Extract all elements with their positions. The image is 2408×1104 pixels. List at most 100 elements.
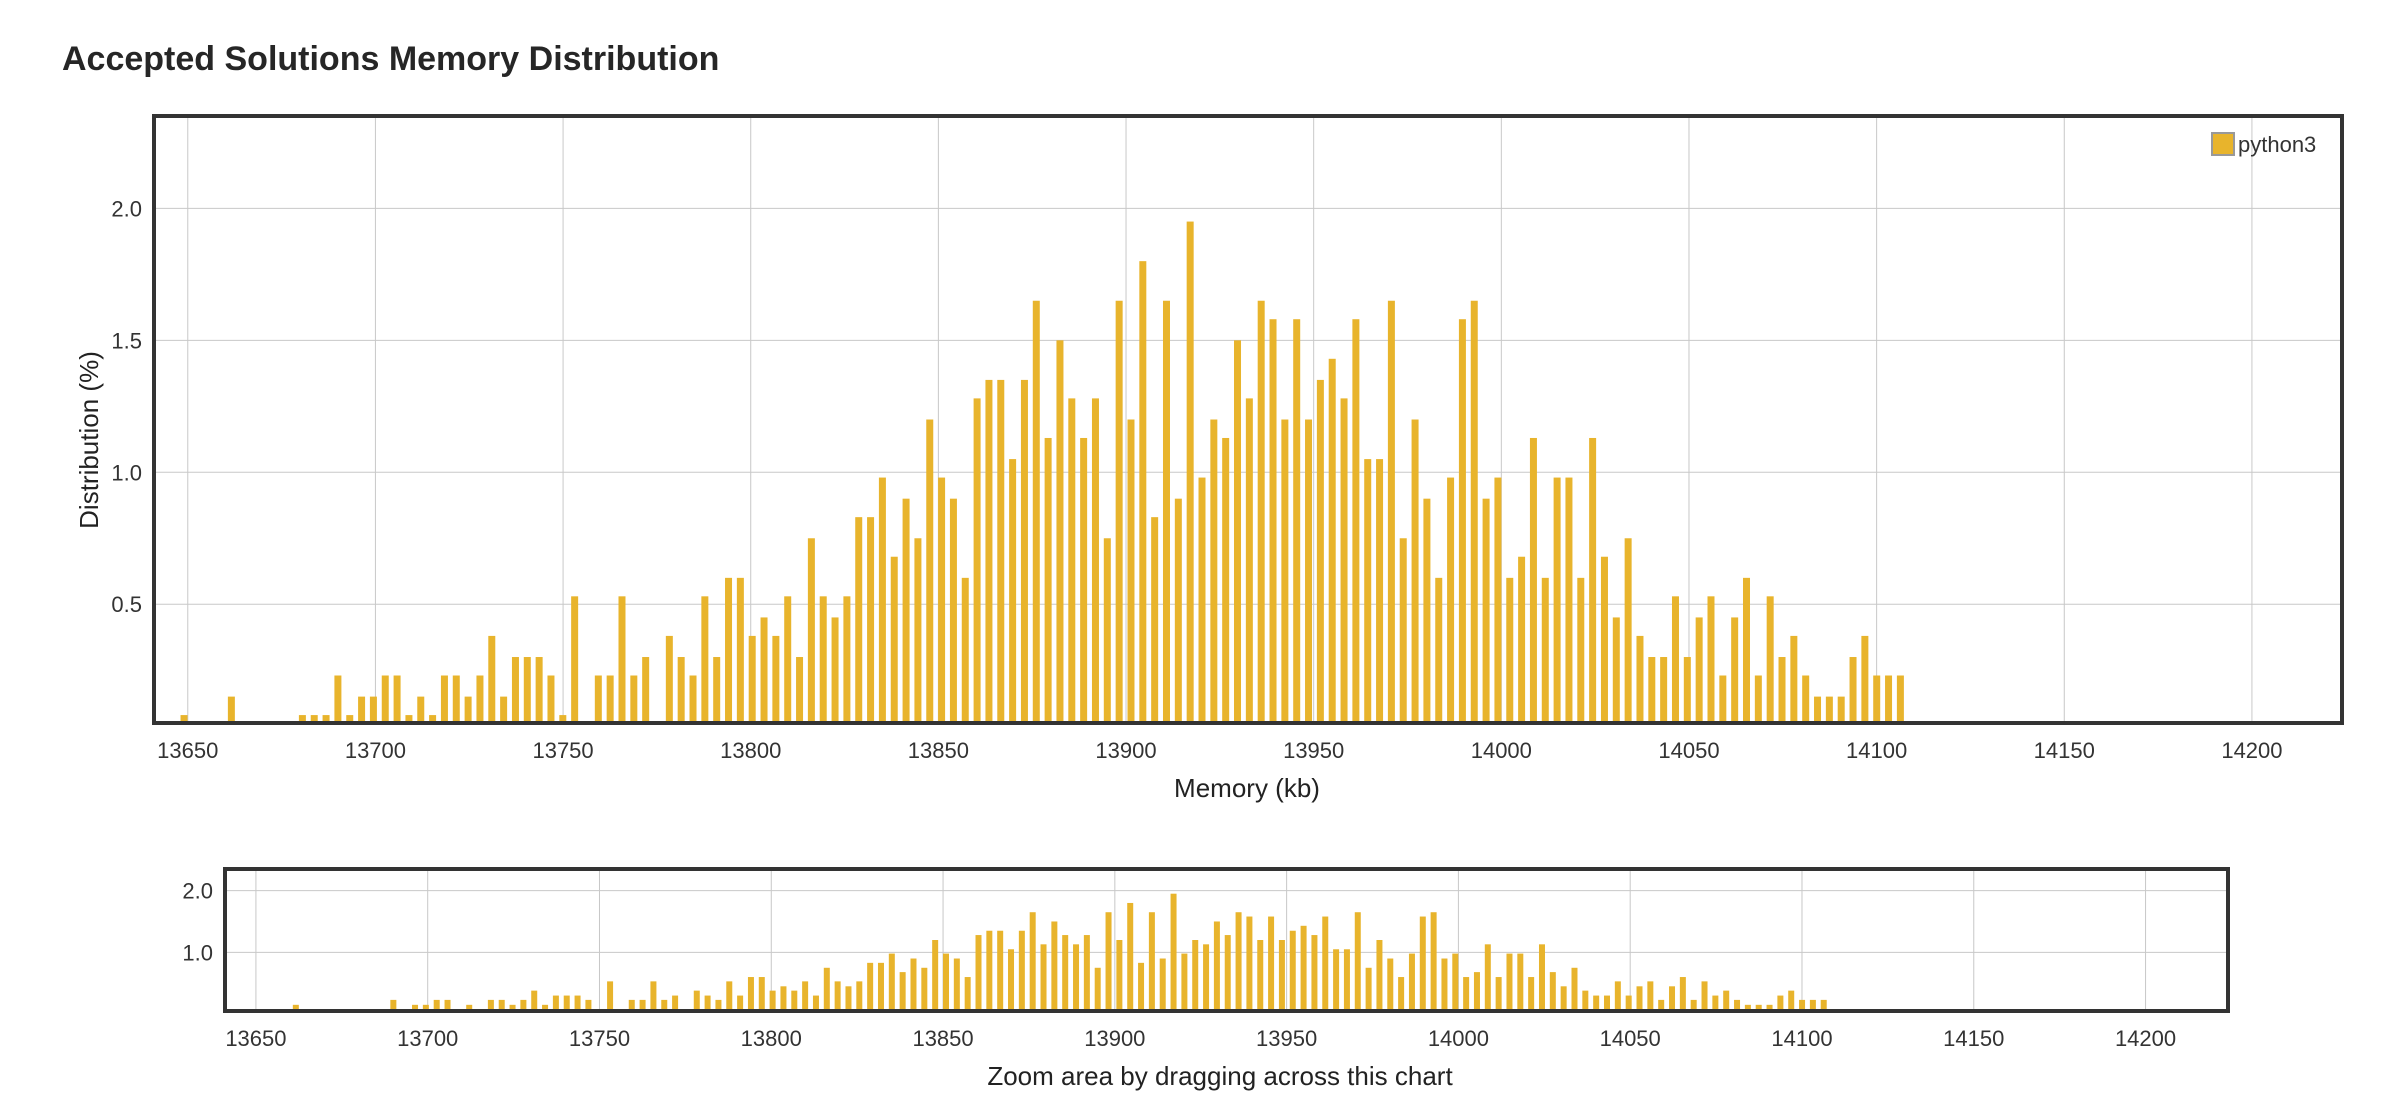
- nav-bar[interactable]: [845, 986, 852, 1011]
- main-bar[interactable]: [1352, 319, 1360, 723]
- nav-bar[interactable]: [1257, 940, 1264, 1011]
- nav-bar[interactable]: [1268, 916, 1275, 1011]
- main-bar[interactable]: [938, 477, 946, 723]
- main-bar[interactable]: [1470, 300, 1478, 723]
- main-bar[interactable]: [1624, 538, 1632, 723]
- main-bar[interactable]: [997, 379, 1005, 723]
- main-bar[interactable]: [1873, 675, 1881, 723]
- main-bar[interactable]: [1115, 300, 1123, 723]
- nav-bar[interactable]: [1148, 912, 1155, 1011]
- nav-bar[interactable]: [1376, 940, 1383, 1011]
- nav-bar[interactable]: [585, 999, 592, 1011]
- nav-bar[interactable]: [292, 1004, 299, 1011]
- nav-bar[interactable]: [639, 999, 646, 1011]
- nav-bar[interactable]: [1723, 990, 1730, 1011]
- main-bar[interactable]: [1825, 696, 1833, 723]
- main-bar[interactable]: [1447, 477, 1455, 723]
- nav-bar[interactable]: [791, 990, 798, 1011]
- main-bar[interactable]: [1423, 498, 1431, 723]
- main-bar[interactable]: [1731, 617, 1739, 723]
- main-bar[interactable]: [1009, 459, 1017, 723]
- main-bar[interactable]: [1032, 300, 1040, 723]
- nav-bar[interactable]: [1008, 949, 1015, 1011]
- nav-bar[interactable]: [1181, 953, 1188, 1011]
- main-bar[interactable]: [1068, 398, 1076, 723]
- nav-bar[interactable]: [672, 995, 679, 1011]
- main-bar[interactable]: [322, 715, 330, 723]
- main-bar[interactable]: [1139, 261, 1147, 723]
- nav-bar[interactable]: [726, 981, 733, 1011]
- nav-bar[interactable]: [1734, 999, 1741, 1011]
- nav-bar[interactable]: [1062, 935, 1069, 1011]
- nav-bar[interactable]: [812, 995, 819, 1011]
- main-bar[interactable]: [1210, 419, 1218, 724]
- nav-bar[interactable]: [1658, 999, 1665, 1011]
- nav-bar[interactable]: [520, 999, 527, 1011]
- main-bar[interactable]: [405, 715, 413, 723]
- nav-bar[interactable]: [1387, 958, 1394, 1011]
- nav-bar[interactable]: [531, 990, 538, 1011]
- nav-bar[interactable]: [1300, 925, 1307, 1011]
- main-bar[interactable]: [1364, 459, 1372, 723]
- nav-bar[interactable]: [1333, 949, 1340, 1011]
- nav-bar[interactable]: [1777, 995, 1784, 1011]
- main-bar[interactable]: [1257, 300, 1265, 723]
- main-bar[interactable]: [523, 657, 531, 723]
- main-bar[interactable]: [784, 596, 792, 723]
- main-chart[interactable]: 13650 13700 13750 13800 13850 13900 13950 14000…: [111, 114, 2344, 763]
- main-bar[interactable]: [985, 379, 993, 723]
- nav-bar[interactable]: [542, 1004, 549, 1011]
- main-bar[interactable]: [417, 696, 425, 723]
- main-bar[interactable]: [1814, 696, 1822, 723]
- nav-bar[interactable]: [444, 999, 451, 1011]
- main-bar[interactable]: [1174, 498, 1182, 723]
- nav-bar[interactable]: [715, 999, 722, 1011]
- main-bar[interactable]: [1435, 577, 1443, 723]
- main-bar[interactable]: [559, 715, 567, 723]
- nav-bar[interactable]: [1538, 944, 1545, 1011]
- nav-bar[interactable]: [552, 995, 559, 1011]
- main-bar[interactable]: [1743, 577, 1751, 723]
- nav-bar[interactable]: [1473, 972, 1480, 1011]
- nav-bar[interactable]: [975, 935, 982, 1011]
- nav-bar[interactable]: [693, 990, 700, 1011]
- nav-bar[interactable]: [1799, 999, 1806, 1011]
- main-bar[interactable]: [890, 556, 898, 723]
- main-bar[interactable]: [476, 675, 484, 723]
- nav-bar[interactable]: [780, 986, 787, 1011]
- main-bar[interactable]: [642, 657, 650, 723]
- nav-bar[interactable]: [1441, 958, 1448, 1011]
- main-bar[interactable]: [973, 398, 981, 723]
- nav-bar[interactable]: [1224, 935, 1231, 1011]
- main-bar[interactable]: [1234, 340, 1242, 723]
- nav-bar[interactable]: [1484, 944, 1491, 1011]
- nav-bar[interactable]: [1625, 995, 1632, 1011]
- nav-bar[interactable]: [650, 981, 657, 1011]
- nav-bar[interactable]: [1712, 995, 1719, 1011]
- main-bar[interactable]: [1885, 675, 1893, 723]
- nav-bar[interactable]: [1690, 999, 1697, 1011]
- main-bar[interactable]: [1529, 437, 1537, 723]
- nav-bar[interactable]: [888, 953, 895, 1011]
- main-bar[interactable]: [760, 617, 768, 723]
- nav-bar[interactable]: [1398, 977, 1405, 1011]
- main-bar[interactable]: [1482, 498, 1490, 723]
- main-bar[interactable]: [1837, 696, 1845, 723]
- nav-bar[interactable]: [1604, 995, 1611, 1011]
- main-bar[interactable]: [1269, 319, 1277, 723]
- nav-bar[interactable]: [1051, 921, 1058, 1011]
- main-bar[interactable]: [855, 517, 863, 723]
- main-bar[interactable]: [701, 596, 709, 723]
- nav-bar[interactable]: [1246, 916, 1253, 1011]
- nav-bar[interactable]: [1073, 944, 1080, 1011]
- nav-bar[interactable]: [1636, 986, 1643, 1011]
- main-bar[interactable]: [819, 596, 827, 723]
- main-bar[interactable]: [346, 715, 354, 723]
- main-bar[interactable]: [796, 657, 804, 723]
- main-bar[interactable]: [902, 498, 910, 723]
- main-bar[interactable]: [1553, 477, 1561, 723]
- main-bar[interactable]: [1660, 657, 1668, 723]
- main-bar[interactable]: [1387, 300, 1395, 723]
- main-bar[interactable]: [1103, 538, 1111, 723]
- legend[interactable]: python3: [2211, 132, 2316, 157]
